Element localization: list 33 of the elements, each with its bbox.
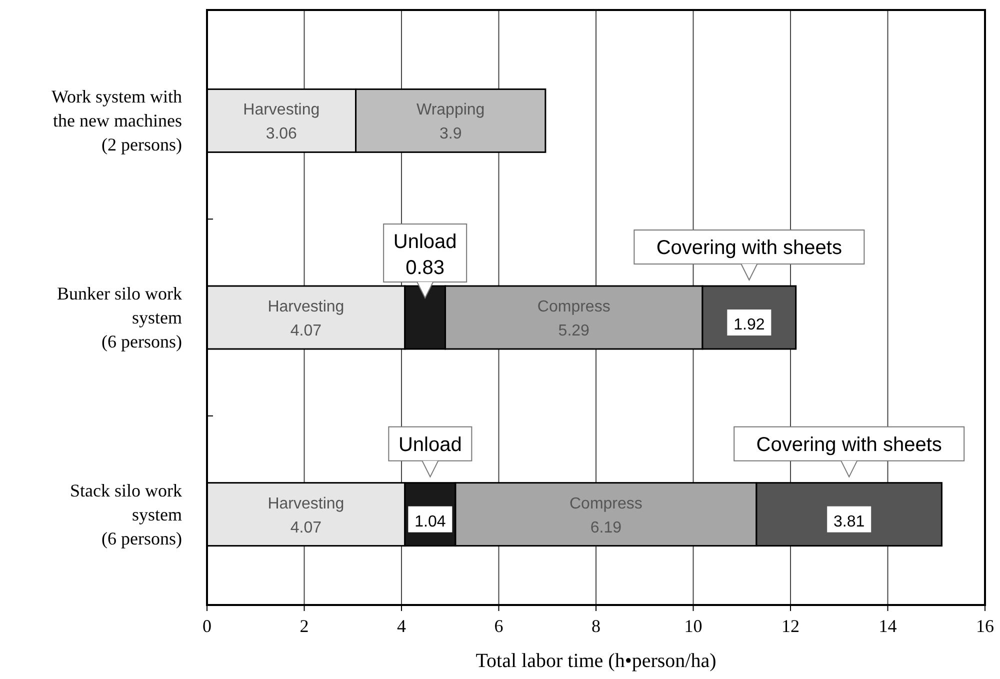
data-label: 5.29 bbox=[558, 322, 590, 340]
text: Harvesting bbox=[268, 298, 344, 316]
data-label: 6.19 bbox=[590, 519, 622, 536]
data-label: 0.83 bbox=[406, 257, 445, 280]
x-tick-label: 16 bbox=[976, 616, 994, 636]
x-tick-label: 14 bbox=[878, 616, 897, 636]
data-label: 4.07 bbox=[290, 322, 322, 340]
x-tick-label: 4 bbox=[397, 616, 406, 636]
x-tick-label: 10 bbox=[684, 616, 702, 636]
series-label: Unload bbox=[398, 434, 462, 456]
data-label: 3.9 bbox=[439, 126, 462, 143]
text: Harvesting bbox=[268, 495, 344, 512]
y-tick-label: Stack silo work system (6 persons) bbox=[70, 480, 182, 548]
data-label: 4.07 bbox=[290, 519, 322, 536]
series-label: Wrapping bbox=[416, 102, 485, 119]
text: Compress bbox=[570, 495, 642, 512]
y-tick-label: Work system with the new machines (2 persons) bbox=[51, 86, 182, 155]
y-tick-label: Bunker silo work system (6 persons) bbox=[57, 284, 182, 352]
x-axis-title: Total labor time (h•person/ha) bbox=[476, 650, 716, 672]
series-label: Harvesting bbox=[243, 102, 320, 119]
x-tick-label: 2 bbox=[300, 616, 309, 636]
x-tick-label: 12 bbox=[782, 616, 800, 636]
data-label: 3.06 bbox=[266, 126, 298, 143]
data-label: 1.92 bbox=[734, 316, 765, 334]
x-tick-label: 6 bbox=[494, 616, 504, 636]
text: Covering with sheets bbox=[656, 237, 842, 260]
x-tick-label: 0 bbox=[202, 616, 212, 636]
data-label: 1.04 bbox=[414, 513, 446, 530]
x-tick-label: 8 bbox=[592, 616, 600, 636]
text: Unload bbox=[393, 231, 457, 254]
series-label: Covering with sheets bbox=[756, 434, 942, 456]
data-label: 3.81 bbox=[834, 513, 865, 530]
series-label: Compress bbox=[537, 298, 610, 316]
